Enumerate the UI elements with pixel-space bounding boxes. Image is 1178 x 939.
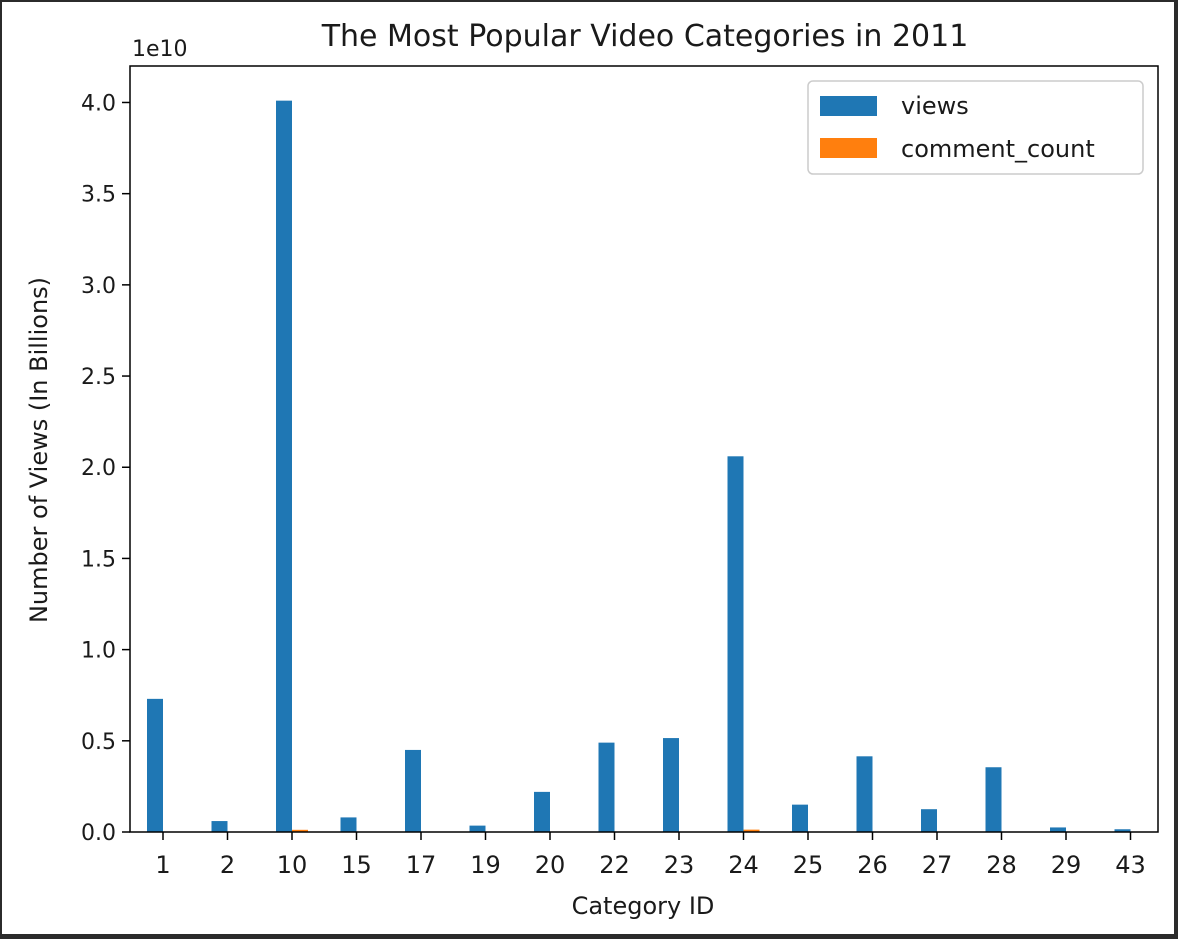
bar-views-20 — [534, 791, 550, 832]
y-tick-label: 3.0 — [81, 274, 116, 299]
x-axis: 1 2 10 15 17 19 20 22 23 24 25 26 27 28 29 43 — [155, 832, 1146, 879]
y-tick-label: 4.0 — [81, 91, 116, 116]
x-tick-label-1: 1 — [155, 851, 170, 879]
bar-views-2 — [211, 821, 228, 832]
plot-frame — [129, 65, 1159, 833]
x-axis-label: Category ID — [572, 892, 715, 920]
x-tick-label-24: 24 — [728, 851, 759, 879]
y-axis: 0.0 0.5 1.0 1.5 2.0 2.5 3.0 3.5 4.0 — [81, 91, 130, 846]
x-tick-label-29: 29 — [1051, 851, 1082, 879]
bar-views-43 — [1114, 829, 1131, 832]
x-tick-label-22: 22 — [599, 851, 630, 879]
legend-label-comment-count: comment_count — [901, 135, 1095, 163]
bar-views-27 — [921, 809, 937, 832]
bar-comment-count-24 — [743, 829, 760, 832]
x-tick-label-25: 25 — [793, 851, 824, 879]
y-axis-label: Number of Views (In Billions) — [25, 277, 53, 623]
y-tick-label: 1.0 — [81, 639, 116, 664]
bar-views-17 — [405, 749, 421, 832]
x-tick-label-28: 28 — [986, 851, 1017, 879]
x-tick-label-27: 27 — [922, 851, 953, 879]
bar-views-24 — [727, 456, 744, 832]
bar-views-26 — [856, 756, 873, 832]
y-tick-label: 0.0 — [81, 821, 116, 846]
bar-views-29 — [1050, 827, 1066, 832]
bar-comment-count-10 — [292, 829, 308, 832]
x-tick-label-20: 20 — [535, 851, 566, 879]
x-tick-label-17: 17 — [406, 851, 437, 879]
bar-views-25 — [792, 804, 808, 832]
bar-views-28 — [985, 767, 1002, 832]
y-tick-label: 2.0 — [81, 456, 116, 481]
x-tick-label-43: 43 — [1115, 851, 1146, 879]
x-tick-label-10: 10 — [277, 851, 308, 879]
legend-box — [807, 80, 1144, 175]
legend-swatch-comment-count — [820, 138, 877, 158]
bar-views-22 — [598, 742, 615, 832]
bar-views-15 — [340, 817, 357, 832]
x-tick-label-23: 23 — [664, 851, 695, 879]
x-tick-label-19: 19 — [470, 851, 501, 879]
y-tick-label: 0.5 — [81, 730, 116, 755]
bar-views-10 — [276, 100, 292, 832]
chart-title: The Most Popular Video Categories in 201… — [321, 19, 969, 54]
y-tick-label: 1.5 — [81, 547, 116, 572]
legend: views comment_count — [807, 80, 1144, 175]
y-axis-offset-label: 1e10 — [132, 37, 188, 62]
y-tick-label: 2.5 — [81, 365, 116, 390]
y-tick-label: 3.5 — [81, 183, 116, 208]
bar-views-23 — [663, 738, 679, 832]
legend-swatch-views — [820, 96, 877, 116]
legend-label-views: views — [901, 92, 969, 120]
bar-views-19 — [469, 825, 486, 832]
bars-layer — [147, 100, 1131, 832]
bar-views-1 — [147, 698, 163, 832]
x-tick-label-15: 15 — [341, 851, 372, 879]
x-tick-label-26: 26 — [857, 851, 888, 879]
x-tick-label-2: 2 — [220, 851, 235, 879]
